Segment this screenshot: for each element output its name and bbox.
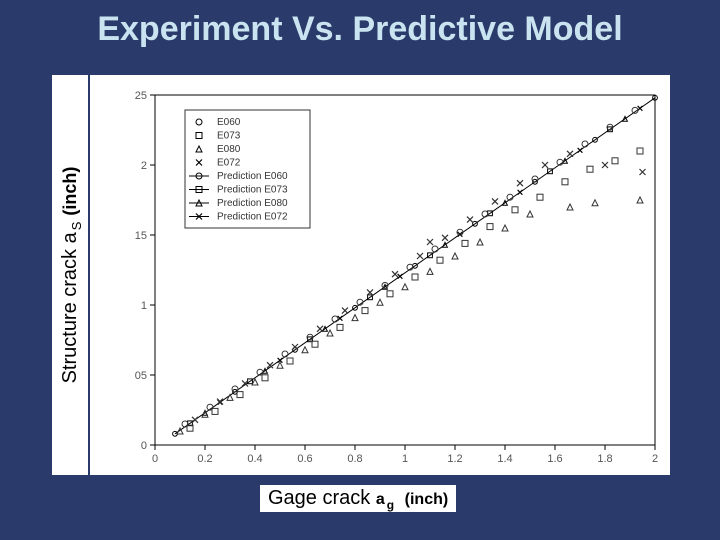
x-axis-label-unit: (inch) <box>405 491 449 508</box>
x-axis-label: Gage crack ag (inch) <box>260 485 456 512</box>
svg-text:05: 05 <box>135 370 147 382</box>
svg-text:0.6: 0.6 <box>297 453 312 465</box>
svg-text:1.2: 1.2 <box>447 453 462 465</box>
slide-title: Experiment Vs. Predictive Model <box>0 10 720 49</box>
svg-text:25: 25 <box>135 90 147 102</box>
svg-text:2: 2 <box>652 453 658 465</box>
y-axis-label: Structure crack aS (inch) <box>52 75 88 475</box>
svg-text:0.8: 0.8 <box>347 453 362 465</box>
svg-text:Prediction E072: Prediction E072 <box>217 212 288 223</box>
x-axis-label-sub: g <box>387 498 394 512</box>
svg-text:E080: E080 <box>217 144 241 155</box>
y-axis-label-sub: S <box>69 222 84 231</box>
svg-text:E060: E060 <box>217 117 241 128</box>
x-axis-label-sym: a <box>376 491 385 508</box>
svg-text:15: 15 <box>135 230 147 242</box>
svg-text:0.2: 0.2 <box>197 453 212 465</box>
svg-text:1.8: 1.8 <box>597 453 612 465</box>
svg-text:1: 1 <box>402 453 408 465</box>
svg-text:E073: E073 <box>217 131 241 142</box>
y-axis-label-unit: (inch) <box>60 167 81 216</box>
svg-text:1.4: 1.4 <box>497 453 512 465</box>
svg-text:Prediction E060: Prediction E060 <box>217 171 288 182</box>
chart-svg: 0 0.2 0.4 0.6 0.8 1 1.2 1.4 1.6 1.8 2 0 05 1 15 2 25 E060… <box>90 75 670 475</box>
x-axis-label-main: Gage crack <box>268 487 376 509</box>
svg-text:1: 1 <box>141 300 147 312</box>
svg-text:0: 0 <box>152 453 158 465</box>
y-axis-label-main: Structure crack a <box>59 232 82 383</box>
chart-panel: 0 0.2 0.4 0.6 0.8 1 1.2 1.4 1.6 1.8 2 0 05 1 15 2 25 E060… <box>90 75 670 475</box>
svg-text:0: 0 <box>141 440 147 452</box>
svg-text:2: 2 <box>141 160 147 172</box>
svg-text:Prediction E073: Prediction E073 <box>217 185 288 196</box>
svg-text:E072: E072 <box>217 158 241 169</box>
svg-text:0.4: 0.4 <box>247 453 262 465</box>
svg-text:1.6: 1.6 <box>547 453 562 465</box>
svg-text:Prediction E080: Prediction E080 <box>217 198 288 209</box>
